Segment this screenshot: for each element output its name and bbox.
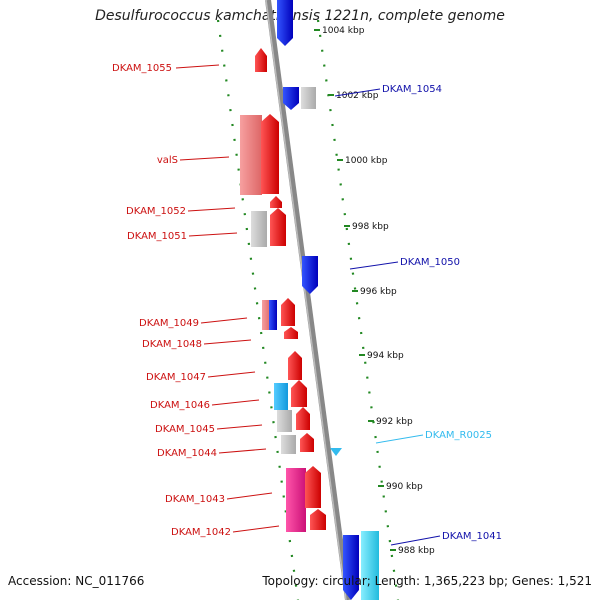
gene-arrow[interactable] [255, 48, 267, 72]
backbone-highlight [265, 0, 347, 600]
tick-label: 998 kbp [352, 222, 389, 232]
gene-label[interactable]: DKAM_R0025 [425, 430, 492, 441]
gene-box[interactable] [262, 300, 271, 330]
gene-arrow[interactable] [270, 196, 282, 208]
gene-box[interactable] [286, 468, 306, 532]
label-leader [390, 535, 441, 546]
gene-box[interactable] [277, 410, 292, 432]
genome-backbone [265, 0, 351, 600]
gene-arrow[interactable] [305, 466, 321, 508]
gene-arrow[interactable] [270, 208, 286, 246]
gene-box[interactable] [251, 211, 267, 247]
gene-label[interactable]: DKAM_1047 [146, 372, 206, 383]
gene-label[interactable]: DKAM_1055 [112, 63, 172, 74]
label-leader [334, 88, 381, 97]
label-leader [179, 156, 230, 161]
accession-text: Accession: NC_011766 [8, 574, 145, 588]
gene-label[interactable]: DKAM_1052 [126, 206, 186, 217]
right-tick-track [316, 19, 400, 600]
gene-label[interactable]: DKAM_1049 [139, 318, 199, 329]
label-leader [349, 261, 399, 270]
tick-label: 990 kbp [386, 482, 423, 492]
feature-track [240, 0, 379, 600]
gene-box[interactable] [274, 383, 288, 410]
label-leader [207, 371, 256, 378]
gene-arrow[interactable] [281, 298, 295, 326]
label-leader [218, 448, 267, 454]
gene-box[interactable] [301, 87, 316, 109]
gene-arrow[interactable] [288, 351, 302, 380]
tick-label: 992 kbp [376, 417, 413, 427]
gene-arrow[interactable] [284, 327, 298, 339]
label-leader [226, 492, 273, 500]
gene-arrow[interactable] [261, 114, 279, 194]
gene-label[interactable]: DKAM_1051 [127, 231, 187, 242]
gene-label[interactable]: DKAM_1050 [400, 257, 460, 268]
label-leader [187, 207, 236, 212]
gene-box[interactable] [240, 115, 262, 195]
gene-label[interactable]: DKAM_1043 [165, 494, 225, 505]
gene-label[interactable]: DKAM_1046 [150, 400, 210, 411]
gene-box[interactable] [361, 531, 379, 600]
label-leader [375, 434, 424, 444]
gene-label[interactable]: DKAM_1048 [142, 339, 202, 350]
summary-text: Topology: circular; Length: 1,365,223 bp… [262, 574, 592, 588]
gene-arrow[interactable] [343, 535, 359, 600]
gene-arrow[interactable] [283, 87, 299, 110]
gene-box[interactable] [269, 300, 277, 330]
label-leader [211, 399, 260, 406]
tick-group: 1004 kbp 1002 kbp 1000 kbp 998 kbp 996 kbp 99… [314, 26, 435, 556]
tick-label: 1000 kbp [345, 156, 388, 166]
tick-label: 988 kbp [398, 546, 435, 556]
gene-arrow[interactable] [291, 380, 307, 407]
gene-box[interactable] [281, 435, 296, 454]
gene-label[interactable]: DKAM_1041 [442, 531, 502, 542]
tick-label: 1002 kbp [336, 91, 379, 101]
label-leader [175, 64, 220, 69]
gene-label[interactable]: DKAM_1045 [155, 424, 215, 435]
tick-label: 996 kbp [360, 287, 397, 297]
gene-arrow[interactable] [300, 433, 314, 452]
gene-label[interactable]: DKAM_1044 [157, 448, 217, 459]
gene-arrow[interactable] [310, 509, 326, 530]
gene-arrow[interactable] [302, 256, 318, 294]
map-title: Desulfurococcus kamchatkensis 1221n, com… [95, 8, 505, 24]
tick-label: 994 kbp [367, 351, 404, 361]
label-leader [203, 339, 252, 345]
gene-arrow[interactable] [277, 0, 293, 46]
rna-marker[interactable] [330, 448, 342, 456]
gene-arrow[interactable] [296, 407, 310, 430]
gene-label[interactable]: DKAM_1042 [171, 527, 231, 538]
label-group: DKAM_1055 DKAM_1054 valS DKAM_1052 DKAM_1051… [112, 63, 502, 546]
label-leader [188, 232, 238, 237]
tick-label: 1004 kbp [322, 26, 365, 36]
gene-label[interactable]: valS [157, 155, 178, 166]
label-leader [216, 424, 263, 430]
label-leader [232, 525, 280, 533]
label-leader [200, 317, 248, 324]
gene-label[interactable]: DKAM_1054 [382, 84, 442, 95]
